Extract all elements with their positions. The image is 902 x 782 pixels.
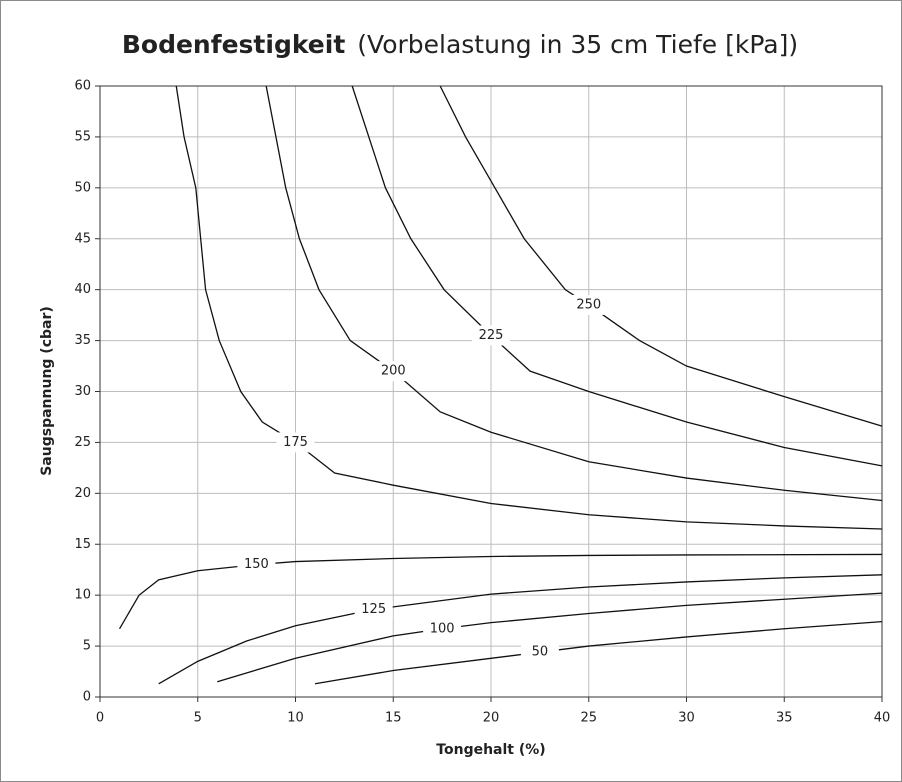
y-tick-label: 45 (74, 231, 91, 246)
y-tick-label: 50 (74, 180, 91, 195)
x-tick-label: 10 (287, 711, 304, 726)
curve (351, 85, 883, 467)
curve-label: 125 (361, 602, 386, 617)
curve-label-bg (520, 642, 559, 663)
x-tick-label: 20 (483, 711, 500, 726)
y-tick-label: 10 (74, 588, 91, 603)
x-tick-label: 5 (194, 711, 202, 726)
curve-label: 150 (244, 557, 269, 572)
curve (158, 574, 883, 685)
y-tick-label: 30 (74, 384, 91, 399)
curve-label-bg (472, 325, 510, 346)
curve (217, 592, 883, 683)
curve-label: 100 (430, 621, 455, 636)
curve-label: 200 (381, 364, 406, 379)
y-tick-label: 60 (74, 79, 91, 94)
y-axis-label: Saugspannung (cbar) (39, 306, 55, 476)
curve-label-bg (354, 599, 393, 620)
chart-heading: Bodenfestigkeit (Vorbelastung in 35 cm Ti… (122, 30, 798, 59)
curve-label-bg (374, 361, 413, 382)
y-tick-label: 5 (83, 639, 91, 654)
y-tick-label: 35 (74, 333, 91, 348)
curve-label-bg (569, 294, 608, 315)
y-tick-label: 25 (74, 435, 91, 450)
y-tick-label: 40 (74, 282, 91, 297)
curve-label: 225 (479, 328, 504, 343)
curve-label-bg (423, 618, 462, 639)
y-tick-label: 15 (74, 537, 91, 552)
y-tick-label: 55 (74, 129, 91, 144)
chart-title: Bodenfestigkeit (122, 30, 345, 59)
plot-frame (99, 85, 883, 698)
y-tick-label: 0 (83, 690, 91, 705)
curve-label: 250 (576, 297, 601, 312)
x-tick-label: 35 (776, 711, 793, 726)
x-tick-label: 25 (580, 711, 597, 726)
curve-label-bg (276, 432, 315, 453)
x-tick-label: 40 (874, 711, 891, 726)
x-tick-label: 0 (96, 711, 104, 726)
y-tick-label: 20 (74, 486, 91, 501)
x-tick-label: 30 (678, 711, 695, 726)
curve (314, 620, 883, 685)
x-axis-label: Tongehalt (%) (436, 742, 545, 758)
chart-subtitle: (Vorbelastung in 35 cm Tiefe [kPa]) (357, 30, 798, 59)
x-tick-label: 15 (385, 711, 402, 726)
curve (118, 553, 883, 630)
curve-label: 175 (283, 435, 308, 450)
curve-label: 50 (532, 645, 549, 660)
curve (265, 85, 883, 502)
curve-label-bg (237, 554, 276, 575)
